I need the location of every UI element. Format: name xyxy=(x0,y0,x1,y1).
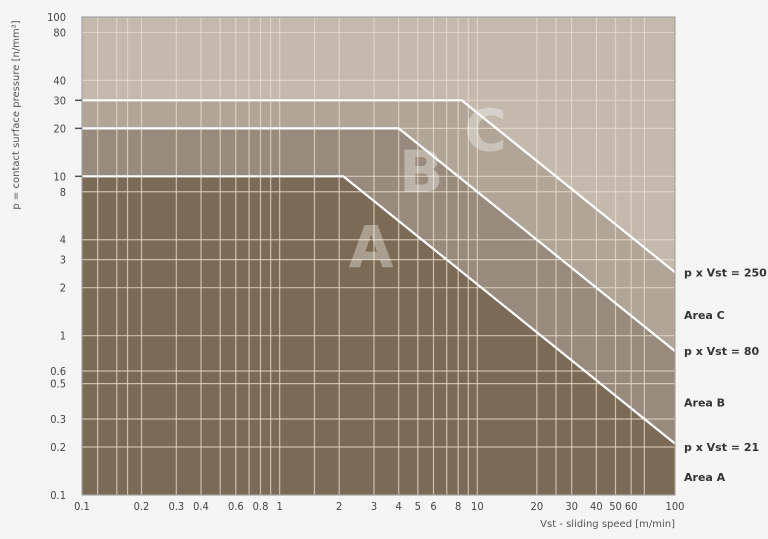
region-letter-a: A xyxy=(349,213,394,281)
x-tick-label: 0.8 xyxy=(253,500,269,513)
right-label: Area B xyxy=(684,397,725,410)
plot-frame xyxy=(81,16,676,496)
x-tick-label: 0.1 xyxy=(74,500,90,513)
y-tick-label: 10 xyxy=(53,170,66,183)
y-tick-label: 4 xyxy=(60,234,66,247)
x-tick-label: 6 xyxy=(430,500,436,513)
y-tick-label: 0.3 xyxy=(50,413,66,426)
y-tick-label: 3 xyxy=(60,254,66,267)
y-tick-label: 1 xyxy=(60,330,66,343)
x-tick-label: 1 xyxy=(277,500,283,513)
right-label: Area C xyxy=(684,309,725,322)
boundary-line-b xyxy=(82,127,676,352)
y-axis-label: p = contact surface pressure [n/mm²] xyxy=(11,20,22,209)
x-tick-label: 5 xyxy=(415,500,421,513)
right-label: p x Vst = 250 xyxy=(684,266,767,279)
boundary-line-a xyxy=(82,175,676,445)
x-tick-label: 50 xyxy=(609,500,622,513)
x-tick-label: 0.6 xyxy=(228,500,244,513)
y-tick-label: 30 xyxy=(53,94,66,107)
x-tick-label: 60 xyxy=(625,500,638,513)
x-tick-label: 40 xyxy=(590,500,603,513)
x-tick-label: 10 xyxy=(471,500,484,513)
y-tick-label: 0.5 xyxy=(50,378,66,391)
y-tick-label: 8 xyxy=(60,186,66,199)
x-tick-label: 0.3 xyxy=(168,500,184,513)
x-tick-label: 8 xyxy=(455,500,461,513)
x-tick-label: 20 xyxy=(531,500,544,513)
right-label: Area A xyxy=(684,471,726,484)
right-label: p x Vst = 80 xyxy=(684,345,759,358)
region-letter-b: B xyxy=(399,138,443,206)
y-tick-label: 0.6 xyxy=(50,365,66,378)
y-tick-label: 2 xyxy=(60,282,66,295)
right-label: p x Vst = 21 xyxy=(684,441,759,454)
y-tick-label: 100 xyxy=(47,11,66,24)
x-tick-label: 0.2 xyxy=(134,500,150,513)
x-tick-label: 30 xyxy=(565,500,578,513)
x-axis-label: Vst - sliding speed [m/min] xyxy=(540,519,675,530)
y-tick-label: 0.2 xyxy=(50,441,66,454)
y-tick-label: 40 xyxy=(53,74,66,87)
x-tick-label: 2 xyxy=(336,500,342,513)
x-tick-label: 3 xyxy=(371,500,377,513)
boundary-line-c xyxy=(82,99,676,274)
x-tick-label: 0.4 xyxy=(193,500,209,513)
x-tick-label: 4 xyxy=(396,500,402,513)
y-tick-label: 0.1 xyxy=(50,489,66,502)
x-tick-label: 100 xyxy=(666,500,685,513)
y-tick-label: 20 xyxy=(53,122,66,135)
y-tick-label: 80 xyxy=(53,26,66,39)
